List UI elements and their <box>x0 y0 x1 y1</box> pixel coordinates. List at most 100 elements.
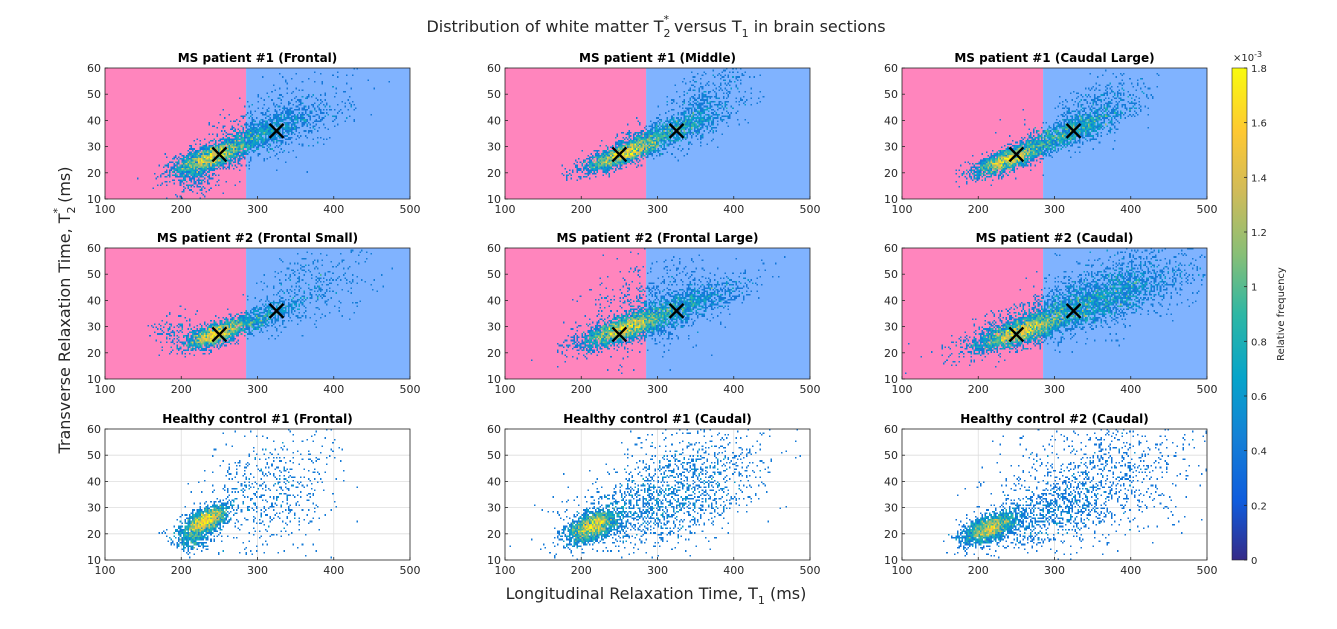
density-heatmap <box>105 248 410 379</box>
panel-ms-patient-1-middle: 100 200 300 400 500 10 20 30 40 50 60 MS patient #1… <box>487 51 821 216</box>
y-tick-label: 50 <box>87 88 101 101</box>
y-tick-label: 60 <box>884 423 898 436</box>
colorbar-tick-label: 0.4 <box>1251 447 1267 458</box>
x-tick-label: 200 <box>571 383 592 396</box>
y-tick-label: 20 <box>487 528 501 541</box>
x-tick-label: 300 <box>1044 383 1065 396</box>
y-tick-label: 50 <box>487 88 501 101</box>
colorbar-exponent: ×10-3 <box>1233 50 1262 64</box>
panel-healthy-control-1-frontal: 100 200 300 400 500 10 20 30 40 50 60 Healthy contr… <box>87 412 421 577</box>
y-tick-label: 10 <box>884 373 898 386</box>
y-tick-label: 30 <box>487 321 501 334</box>
colorbar-tick-label: 1.4 <box>1251 173 1267 184</box>
centroid-marker-1 <box>611 326 628 343</box>
y-tick-label: 10 <box>884 193 898 206</box>
density-heatmap <box>902 68 1207 199</box>
y-tick-label: 10 <box>487 373 501 386</box>
x-tick-label: 200 <box>571 203 592 216</box>
y-tick-label: 20 <box>884 167 898 180</box>
colorbar-tick-label: 0 <box>1251 556 1257 567</box>
y-tick-label: 40 <box>87 294 101 307</box>
panel-ms-patient-1-frontal: 100 200 300 400 500 10 20 30 40 50 60 MS patient #1… <box>87 51 421 216</box>
panel-title: MS patient #1 (Frontal) <box>178 51 338 65</box>
panel-ms-patient-1-caudal-large: 100 200 300 400 500 10 20 30 40 50 60 MS patient #1… <box>884 51 1218 216</box>
panels: 100 200 300 400 500 10 20 30 40 50 60 MS patient #1… <box>87 51 1218 577</box>
x-tick-label: 500 <box>1197 203 1218 216</box>
y-tick-label: 40 <box>884 294 898 307</box>
y-tick-label: 10 <box>87 373 101 386</box>
colorbar-tick-label: 0.6 <box>1251 392 1267 403</box>
colorbar-tick-label: 1.6 <box>1251 119 1267 130</box>
x-tick-label: 300 <box>647 564 668 577</box>
panel-healthy-control-2-caudal: 100 200 300 400 500 10 20 30 40 50 60 Healthy contr… <box>884 412 1218 577</box>
x-tick-label: 300 <box>647 383 668 396</box>
colorbar-tick-label: 0.8 <box>1251 337 1267 348</box>
y-tick-label: 10 <box>487 554 501 567</box>
panel-title: MS patient #2 (Caudal) <box>976 231 1134 245</box>
y-tick-label: 20 <box>487 167 501 180</box>
y-tick-label: 50 <box>87 449 101 462</box>
y-tick-label: 10 <box>87 554 101 567</box>
density-heatmap <box>505 68 810 199</box>
y-tick-label: 30 <box>884 141 898 154</box>
y-tick-label: 60 <box>87 423 101 436</box>
x-tick-label: 400 <box>1120 383 1141 396</box>
y-axis-label: Transverse Relaxation Time, T2* (ms) <box>51 166 78 454</box>
density-heatmap <box>105 68 410 199</box>
y-tick-label: 40 <box>884 475 898 488</box>
y-tick-label: 40 <box>487 475 501 488</box>
x-tick-label: 200 <box>968 564 989 577</box>
x-tick-label: 300 <box>247 203 268 216</box>
y-tick-label: 50 <box>884 268 898 281</box>
colorbar-ticks: 0 0.2 0.4 0.6 0.8 1 1.2 1.4 1.6 1.8 <box>1244 64 1267 567</box>
colorbar-tick-label: 1.2 <box>1251 228 1267 239</box>
x-tick-label: 200 <box>968 203 989 216</box>
centroid-marker-1 <box>611 146 628 163</box>
x-tick-label: 300 <box>1044 564 1065 577</box>
x-tick-label: 100 <box>495 564 516 577</box>
y-tick-label: 30 <box>487 502 501 515</box>
density-heatmap <box>505 429 810 560</box>
centroid-marker-2 <box>268 123 285 139</box>
panel-title: Healthy control #2 (Caudal) <box>960 412 1149 426</box>
y-tick-label: 50 <box>884 88 898 101</box>
x-axis-label: Longitudinal Relaxation Time, T1 (ms) <box>506 584 807 607</box>
y-tick-label: 20 <box>87 347 101 360</box>
figure-title: Distribution of white matter T2* versus … <box>426 13 885 40</box>
density-heatmap <box>902 248 1207 379</box>
y-tick-label: 40 <box>87 475 101 488</box>
y-tick-label: 40 <box>487 114 501 127</box>
y-tick-label: 60 <box>87 62 101 75</box>
density-heatmap <box>902 429 1207 560</box>
centroid-marker-1 <box>211 146 228 163</box>
y-tick-label: 10 <box>87 193 101 206</box>
panel-ms-patient-2-frontal-large: 100 200 300 400 500 10 20 30 40 50 60 MS patient #2… <box>487 231 821 396</box>
panel-title: Healthy control #1 (Frontal) <box>162 412 352 426</box>
panel-healthy-control-1-caudal: 100 200 300 400 500 10 20 30 40 50 60 Healthy contr… <box>487 412 821 577</box>
panel-title: MS patient #1 (Caudal Large) <box>954 51 1154 65</box>
y-tick-label: 50 <box>487 268 501 281</box>
x-tick-label: 500 <box>800 383 821 396</box>
x-tick-label: 500 <box>800 564 821 577</box>
x-tick-label: 400 <box>323 203 344 216</box>
x-tick-label: 200 <box>171 383 192 396</box>
panel-title: Healthy control #1 (Caudal) <box>563 412 752 426</box>
x-tick-label: 500 <box>1197 383 1218 396</box>
y-tick-label: 10 <box>884 554 898 567</box>
x-tick-label: 400 <box>723 564 744 577</box>
x-tick-label: 100 <box>95 383 116 396</box>
y-tick-label: 60 <box>87 242 101 255</box>
x-tick-label: 100 <box>892 383 913 396</box>
x-tick-label: 400 <box>1120 564 1141 577</box>
y-tick-label: 40 <box>884 114 898 127</box>
x-tick-label: 400 <box>723 203 744 216</box>
centroid-marker-2 <box>668 123 685 139</box>
y-tick-label: 30 <box>884 321 898 334</box>
x-tick-label: 400 <box>323 383 344 396</box>
x-tick-label: 500 <box>800 203 821 216</box>
y-tick-label: 20 <box>884 528 898 541</box>
y-tick-label: 60 <box>487 423 501 436</box>
x-tick-label: 400 <box>1120 203 1141 216</box>
x-tick-label: 100 <box>95 203 116 216</box>
centroid-marker-2 <box>268 303 285 319</box>
